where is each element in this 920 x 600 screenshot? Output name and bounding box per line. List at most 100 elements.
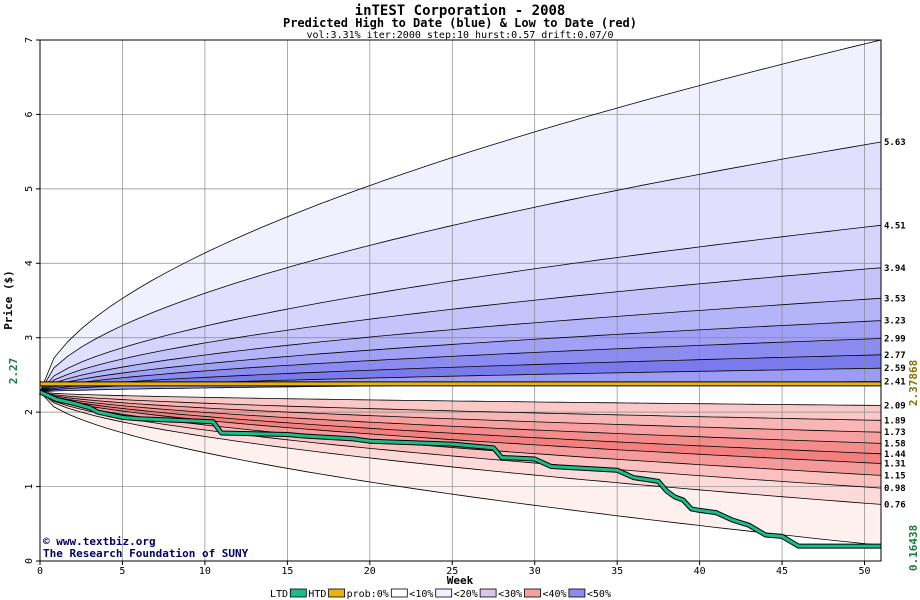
high-band (40, 298, 881, 392)
legend-prob-swatch (568, 588, 586, 598)
x-tick-label: 30 (529, 566, 541, 577)
chart-title: inTEST Corporation - 2008 (355, 3, 566, 19)
x-tick-label: 45 (776, 566, 788, 577)
low-percentile-line (39, 391, 882, 433)
x-axis-title: Week (447, 574, 474, 587)
high-percentile-line (39, 267, 882, 393)
high-end-label: 5.63 (884, 138, 906, 148)
low-end-label: 1.44 (884, 450, 906, 460)
low-band (40, 392, 881, 454)
high-percentile-line (39, 224, 882, 393)
curve-layer (39, 39, 882, 546)
low-end-label: 1.31 (884, 459, 906, 469)
low-percentile-line (39, 391, 882, 406)
low-band (40, 392, 881, 476)
low-band (40, 392, 881, 464)
low-end-label: 0.76 (884, 500, 906, 510)
legend-prob-swatch (390, 588, 408, 598)
high-end-label: 2.77 (884, 351, 906, 361)
high-end-label: 3.23 (884, 317, 906, 327)
legend: LTD HTD prob:0% <10% <20% <30% <40% <50% (270, 588, 611, 600)
low-band (40, 392, 881, 421)
high-end-label: 3.53 (884, 294, 906, 304)
high-percentile-line (39, 141, 882, 393)
low-end-label: 1.73 (884, 428, 906, 438)
current-price-label: 2.37868 (907, 360, 920, 406)
series-layer (38, 381, 881, 549)
legend-prob-item-label: <30% (498, 589, 522, 600)
chart-subtitle: Predicted High to Date (blue) & Low to D… (283, 16, 637, 30)
low-band (40, 392, 881, 546)
high-end-label: 2.41 (884, 378, 906, 388)
band-layer (40, 40, 881, 546)
min-low-label: 0.16438 (907, 525, 920, 571)
y-tick-label: 6 (24, 111, 35, 117)
high-percentile-line (39, 39, 882, 393)
low-percentile-line (39, 391, 882, 489)
legend-prob-item-label: <20% (454, 589, 478, 600)
low-band (40, 392, 881, 505)
legend-prob-swatch (435, 588, 453, 598)
y-tick-label: 3 (24, 335, 35, 341)
high-band (40, 225, 881, 392)
low-band (40, 392, 881, 444)
low-percentile-line (39, 391, 882, 546)
low-percentile-line (39, 391, 882, 455)
x-tick-label: 15 (281, 566, 293, 577)
high-band (40, 40, 881, 392)
high-percentile-line (39, 297, 882, 393)
credit-org: The Research Foundation of SUNY (43, 547, 249, 560)
low-end-label: 1.15 (884, 471, 906, 481)
end-label-layer: 5.63 4.51 3.94 3.53 3.23 2.99 2.77 2.59 2.41 2.09… (884, 138, 906, 510)
y-tick-label: 2 (24, 409, 35, 415)
high-band (40, 267, 881, 392)
high-band (40, 354, 881, 392)
high-band (40, 142, 881, 392)
legend-htd-label: HTD (308, 589, 326, 600)
legend-prob-label: prob:0% (347, 589, 389, 600)
legend-prob-swatch (479, 588, 497, 598)
htd-line (39, 390, 881, 548)
legend-ltd-label: LTD (270, 589, 288, 600)
x-tick-label: 35 (611, 566, 623, 577)
x-tick-label: 10 (199, 566, 211, 577)
high-band (40, 320, 881, 392)
high-percentile-line (39, 320, 882, 393)
low-percentile-line (39, 391, 882, 444)
y-tick-label: 1 (24, 484, 35, 490)
high-end-label: 2.59 (884, 364, 906, 374)
credit-site: © www.textbiz.org (43, 535, 156, 548)
y-tick-label: 5 (24, 186, 35, 192)
high-end-label: 4.51 (884, 221, 906, 231)
legend-prob-item-label: <10% (409, 589, 433, 600)
x-tick-label: 20 (364, 566, 376, 577)
y-tick-label: 0 (24, 558, 35, 564)
y-axis-title: Price ($) (2, 270, 15, 330)
x-tick-label: 50 (858, 566, 870, 577)
legend-prob-swatch (524, 588, 541, 598)
low-end-label: 2.09 (884, 401, 906, 411)
low-end-label: 1.58 (884, 439, 906, 449)
low-band (40, 392, 881, 489)
legend-prob-item-label: <40% (543, 589, 567, 600)
high-band (40, 338, 881, 392)
high-end-label: 2.99 (884, 334, 906, 344)
x-tick-label: 25 (446, 566, 458, 577)
low-end-label: 1.89 (884, 416, 906, 426)
x-tick-label: 40 (694, 566, 706, 577)
y-tick-label: 4 (24, 260, 35, 266)
low-percentile-line (39, 391, 882, 464)
plot-frame (39, 39, 882, 562)
legend-ltd-swatch (289, 588, 307, 598)
low-percentile-line (39, 391, 882, 421)
chart-params: vol:3.31% iter:2000 step:10 hurst:0.57 d… (306, 30, 613, 41)
x-tick-label: 5 (119, 566, 125, 577)
legend-prob-item-label: <50% (587, 589, 611, 600)
y-tick-label: 7 (24, 37, 35, 43)
low-percentile-line (39, 391, 882, 505)
high-percentile-line (39, 338, 882, 393)
legend-htd-swatch (328, 588, 346, 598)
high-end-label: 3.94 (884, 264, 906, 274)
